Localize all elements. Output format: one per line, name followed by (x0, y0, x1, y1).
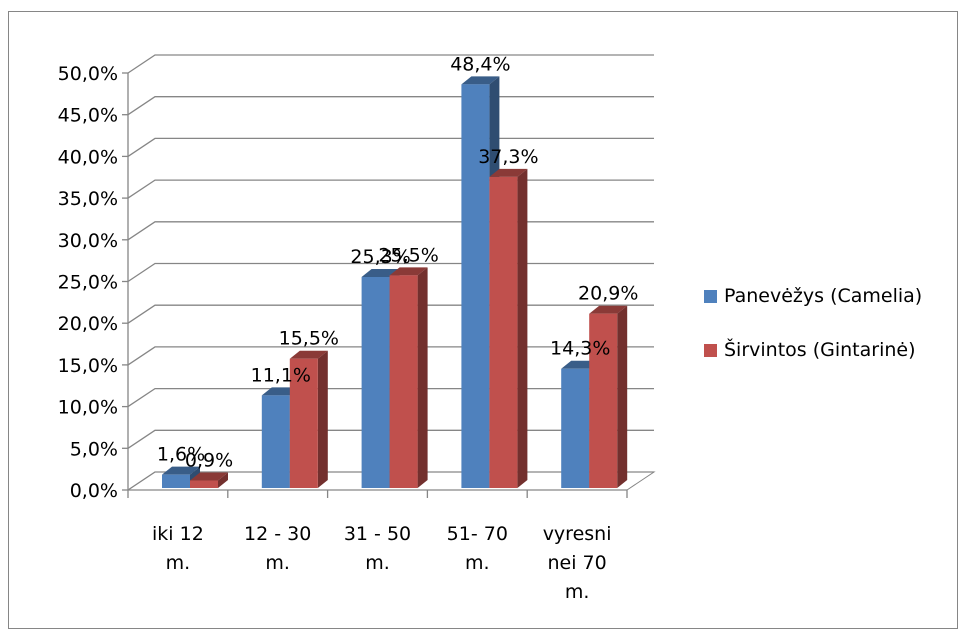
legend-swatch (704, 344, 717, 357)
y-tick-label: 50,0% (58, 63, 118, 85)
legend-label: Širvintos (Gintarinė) (724, 337, 916, 361)
bars (162, 76, 628, 489)
bar-front (389, 275, 418, 488)
bar-front (162, 474, 190, 488)
bar-front (461, 84, 490, 489)
data-label: 11,1% (251, 364, 311, 386)
bar (190, 472, 228, 488)
bar-top (489, 168, 528, 177)
bar-front (589, 313, 618, 488)
data-label: 48,4% (450, 53, 510, 75)
bar-side (317, 350, 328, 488)
bar-top (461, 76, 500, 85)
y-tick-label: 15,0% (58, 355, 118, 377)
bar (589, 305, 628, 488)
data-label: 1,6% (157, 444, 205, 466)
bar-front (289, 358, 318, 488)
category-label: 12 - 30 m. (244, 523, 311, 574)
category-labels: iki 12 m. 12 - 30 m. 31 - 50 m. 51- 70 m. vyresn… (152, 523, 611, 603)
bar-front (489, 176, 518, 488)
y-tick-label: 25,0% (58, 272, 118, 294)
bar-side (218, 472, 228, 488)
y-tick-label: 35,0% (58, 188, 118, 210)
data-labels: 1,6%0,9% 11,1% 15,5% 25,3%25,5% 48,4% 37,3% 14… (157, 53, 639, 471)
data-label: 37,3% (478, 146, 538, 168)
bar-side (417, 267, 428, 488)
category-label: vyresni nei 70 m. (543, 523, 612, 603)
legend-item: Panevėžys (Camelia) (704, 285, 922, 307)
bar-top (589, 305, 628, 314)
bar (489, 168, 528, 488)
axes (122, 72, 628, 498)
y-tick-label: 40,0% (58, 146, 118, 168)
legend-swatch (704, 290, 717, 303)
data-label: 20,9% (578, 283, 638, 305)
data-label: 0,9% (185, 449, 233, 471)
bar-front (561, 368, 590, 488)
data-label: 14,3% (550, 338, 610, 360)
y-tick-label: 45,0% (58, 105, 118, 127)
y-tick-labels: 0,0% 5,0% 10,0% 15,0% 20,0% 25,0% 30,0% 35,0% 40… (58, 63, 118, 502)
legend-item: Širvintos (Gintarinė) (704, 337, 916, 361)
bar-top (389, 267, 428, 276)
bar-front (190, 480, 218, 488)
bar-side (517, 168, 528, 488)
legend-label: Panevėžys (Camelia) (724, 285, 922, 307)
category-label: 51- 70 m. (447, 523, 508, 574)
bar-top (190, 472, 228, 481)
bar (289, 350, 328, 488)
data-label: 25,3% (350, 246, 410, 268)
bar-front (261, 395, 290, 488)
y-tick-label: 0,0% (70, 480, 118, 502)
gridline (127, 54, 654, 74)
bar (389, 267, 428, 488)
y-tick-label: 10,0% (58, 397, 118, 419)
category-label: iki 12 m. (152, 523, 204, 574)
bar-top (162, 466, 200, 475)
data-label: 15,5% (279, 328, 339, 350)
bar-top (289, 350, 328, 359)
legend: Panevėžys (Camelia) Širvintos (Gintarinė) (704, 285, 922, 361)
y-tick-label: 20,0% (58, 313, 118, 335)
bar-side (617, 305, 628, 488)
category-label: 31 - 50 m. (344, 523, 411, 574)
y-tick-label: 5,0% (70, 438, 118, 460)
bar-front (361, 276, 390, 488)
data-label: 25,5% (378, 244, 438, 266)
y-tick-label: 30,0% (58, 230, 118, 252)
